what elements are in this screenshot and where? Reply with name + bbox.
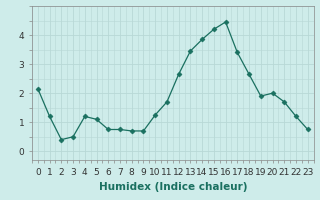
X-axis label: Humidex (Indice chaleur): Humidex (Indice chaleur)	[99, 182, 247, 192]
